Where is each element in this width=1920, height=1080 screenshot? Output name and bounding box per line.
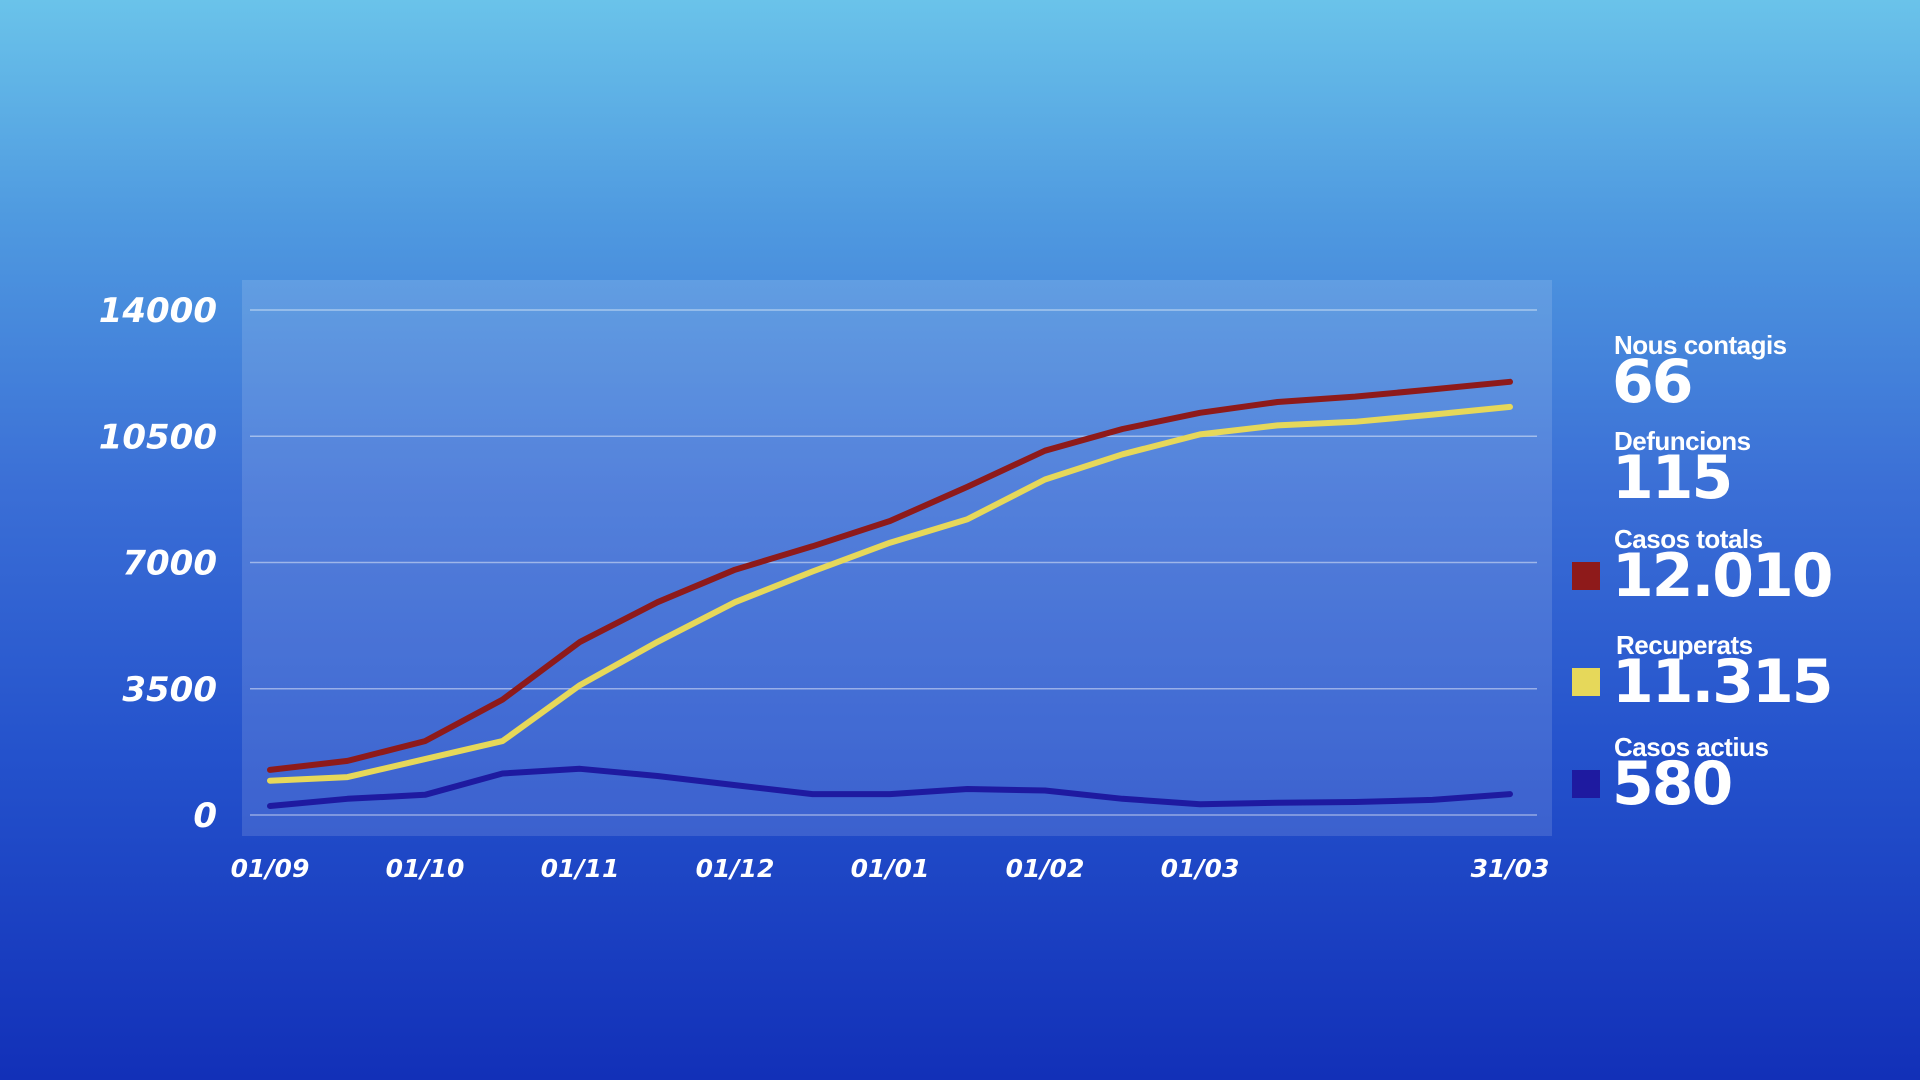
x-tick-label: 01/10 [386,854,465,883]
y-tick-label: 3500 [122,670,217,710]
gridlines [250,309,1537,816]
series-line-recuperats [267,403,1513,784]
series-line-casos-totals [267,378,1513,773]
x-tick-label: 01/01 [851,854,930,883]
stat-defuncions-value: 115 [1612,443,1733,513]
x-tick-label: 01/03 [1161,854,1240,883]
y-tick-label: 7000 [122,544,217,584]
y-tick-label: 0 [193,796,217,836]
stat-casos-actius-label: Casos actius [1614,732,1769,762]
x-tick-label: 31/03 [1471,854,1550,883]
plot-area [242,280,1552,836]
series-lines [267,378,1513,809]
stat-casos-actius-value: 580 [1612,749,1733,819]
stat-recuperats-value: 11.315 [1612,647,1834,717]
stat-recuperats-label: Recuperats [1616,630,1753,660]
stat-nous-contagis-value: 66 [1612,347,1693,417]
x-tick-label: 01/11 [541,854,620,883]
series-line-casos-actius [267,765,1513,809]
stat-casos-totals-label: Casos totals [1614,524,1763,554]
stat-casos-totals-value: 12.010 [1612,541,1834,611]
recuperats-swatch [1572,668,1600,696]
x-tick-label: 01/12 [696,854,775,883]
casos-totals-swatch [1572,562,1600,590]
x-tick-label: 01/09 [231,854,310,883]
x-tick-label: 01/02 [1006,854,1085,883]
casos-actius-swatch [1572,770,1600,798]
y-tick-label: 14000 [99,291,217,331]
stat-defuncions-label: Defuncions [1614,426,1751,456]
y-tick-label: 10500 [99,417,217,457]
stat-nous-contagis-label: Nous contagis [1614,330,1787,360]
x-axis-ticks: 01/09 01/10 01/11 01/12 01/01 01/02 01/03 31/03 [231,854,1550,883]
y-axis-ticks: 0 3500 7000 10500 14000 [99,291,217,836]
